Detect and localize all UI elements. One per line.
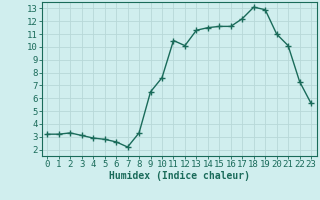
- X-axis label: Humidex (Indice chaleur): Humidex (Indice chaleur): [109, 171, 250, 181]
